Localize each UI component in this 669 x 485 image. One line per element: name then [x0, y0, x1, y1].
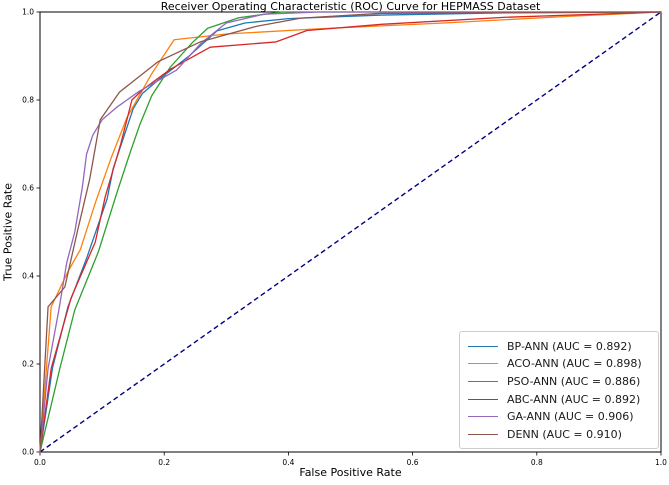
- roc-curve-pso-ann: [39, 11, 662, 453]
- legend-item-abc-ann: ABC-ANN (AUC = 0.892): [468, 390, 651, 408]
- legend-line-sample: [468, 380, 498, 382]
- legend-item-denn: DENN (AUC = 0.910): [468, 425, 651, 443]
- legend-label: GA-ANN (AUC = 0.906): [507, 410, 634, 424]
- y-axis-label: True Positive Rate: [1, 183, 15, 281]
- legend-item-bp-ann: BP-ANN (AUC = 0.892): [468, 337, 651, 355]
- legend-item-pso-ann: PSO-ANN (AUC = 0.886): [468, 373, 651, 391]
- x-axis-label: False Positive Rate: [299, 466, 402, 479]
- y-tick-label: 0.6: [22, 184, 34, 193]
- x-tick-label: 0.2: [158, 458, 170, 467]
- chart-title: Receiver Operating Characteristic (ROC) …: [160, 0, 541, 13]
- legend: BP-ANN (AUC = 0.892) ACO-ANN (AUC = 0.898…: [459, 331, 659, 449]
- y-tick-label: 1.0: [22, 8, 34, 17]
- x-tick-label: 0.8: [531, 458, 543, 467]
- legend-label: PSO-ANN (AUC = 0.886): [507, 374, 641, 388]
- x-tick-label: 1.0: [655, 458, 667, 467]
- legend-line-sample: [468, 398, 498, 400]
- legend-line-sample: [468, 433, 498, 435]
- legend-item-aco-ann: ACO-ANN (AUC = 0.898): [468, 355, 651, 373]
- legend-label: ABC-ANN (AUC = 0.892): [507, 392, 641, 406]
- roc-curve-denn: [39, 11, 662, 453]
- y-tick-label: 0.4: [22, 272, 34, 281]
- x-tick-label: 0.0: [34, 458, 46, 467]
- chance-diagonal-line: [39, 11, 662, 453]
- y-tick-label: 0.0: [22, 448, 34, 457]
- legend-item-ga-ann: GA-ANN (AUC = 0.906): [468, 408, 651, 426]
- y-tick-label: 0.2: [22, 360, 34, 369]
- legend-line-sample: [468, 416, 498, 418]
- legend-label: DENN (AUC = 0.910): [507, 427, 622, 441]
- roc-curve-ga-ann: [39, 11, 662, 453]
- y-tick-label: 0.8: [22, 96, 34, 105]
- x-tick-label: 0.4: [282, 458, 294, 467]
- legend-line-sample: [468, 363, 498, 365]
- roc-curve-aco-ann: [39, 11, 662, 453]
- x-tick-label: 0.6: [407, 458, 419, 467]
- legend-label: ACO-ANN (AUC = 0.898): [507, 357, 642, 371]
- legend-line-sample: [468, 345, 498, 347]
- legend-label: BP-ANN (AUC = 0.892): [507, 339, 632, 353]
